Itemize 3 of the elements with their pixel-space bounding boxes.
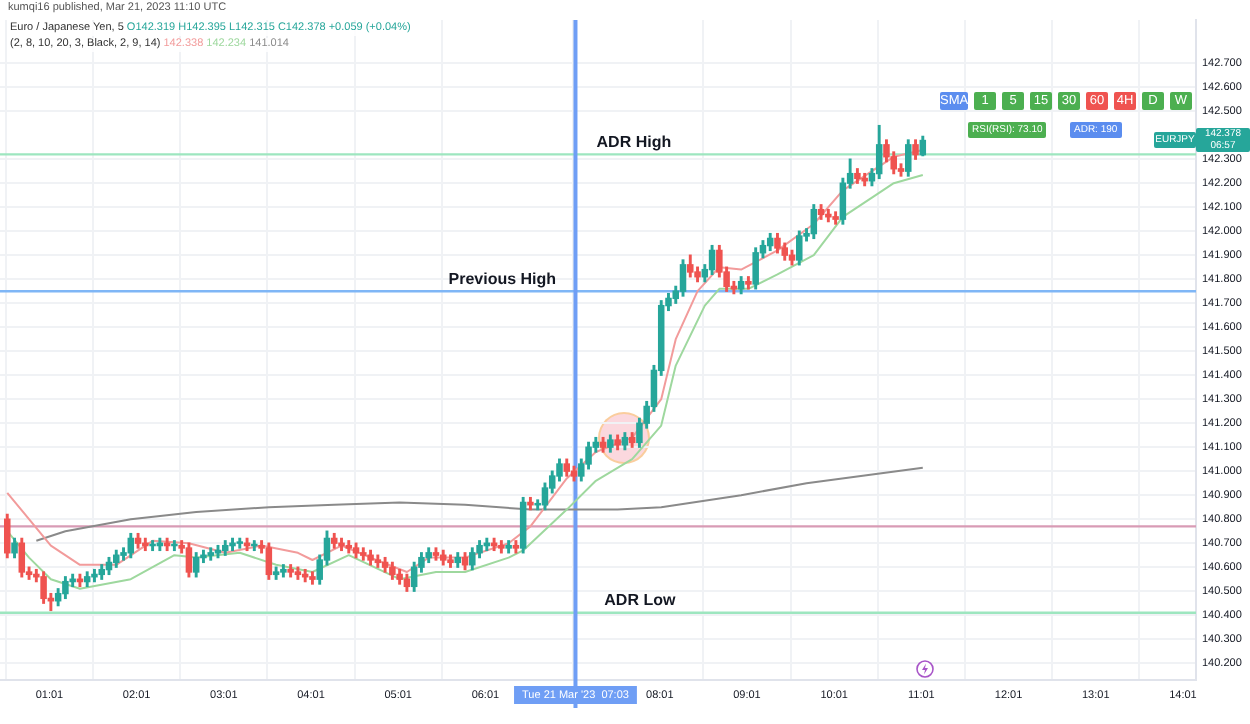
ref-line-label: Previous High (448, 269, 557, 288)
ref-line-label: ADR Low (604, 591, 677, 610)
ref-line-label: ADR High (596, 132, 672, 151)
